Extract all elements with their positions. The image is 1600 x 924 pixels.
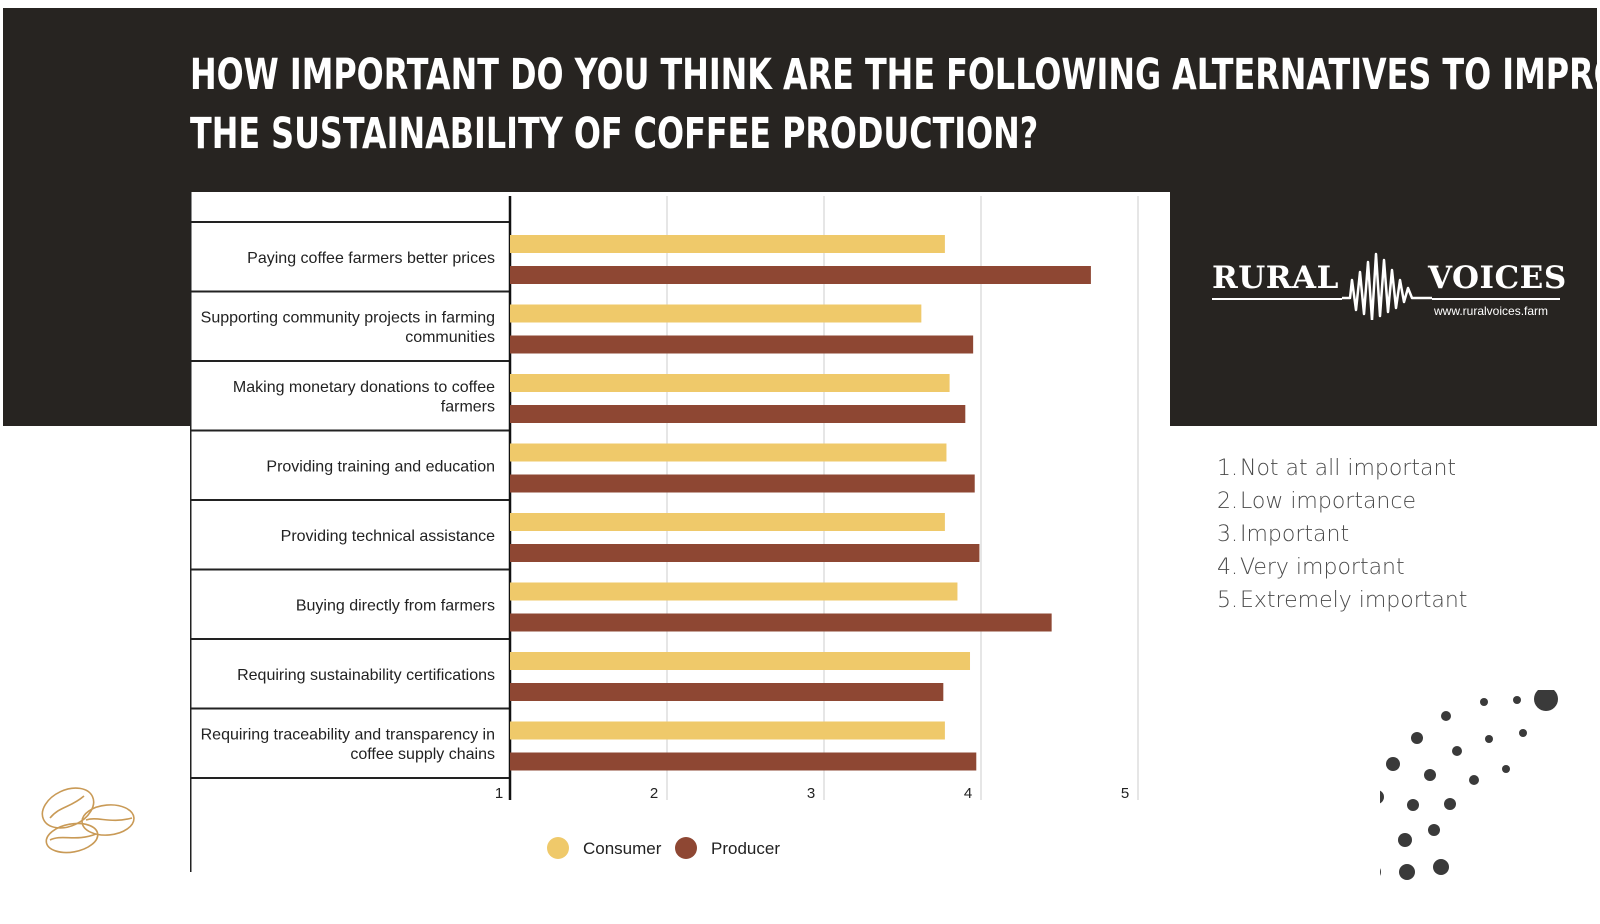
scale-item: 1.Not at all important xyxy=(1217,456,1457,481)
legend-label-consumer: Consumer xyxy=(583,839,662,858)
bar-consumer xyxy=(510,513,945,531)
category-label: Paying coffee farmers better prices xyxy=(247,250,495,267)
x-tick-label: 1 xyxy=(495,785,503,802)
bar-producer xyxy=(510,752,977,771)
logo-url: www.ruralvoices.farm xyxy=(1434,304,1549,318)
bar-consumer xyxy=(510,652,971,670)
scale-item: 4.Very important xyxy=(1217,555,1405,580)
bar-consumer xyxy=(510,582,958,601)
x-tick-label: 4 xyxy=(964,785,972,802)
x-tick-label: 2 xyxy=(650,785,658,802)
title-line-2: THE SUSTAINABILITY OF COFFEE PRODUCTION? xyxy=(190,109,1039,159)
scale-item: 5.Extremely important xyxy=(1217,588,1468,613)
category-label: Buying directly from farmers xyxy=(296,597,495,614)
category-label: Supporting community projects in farming xyxy=(201,310,495,327)
bar-producer xyxy=(510,613,1052,632)
bar-producer xyxy=(510,266,1091,284)
bar-consumer xyxy=(510,443,947,462)
x-tick-label: 5 xyxy=(1121,785,1129,802)
bar-producer xyxy=(510,405,966,423)
bar-consumer xyxy=(510,721,945,740)
category-label: coffee supply chains xyxy=(350,746,495,763)
bar-chart: Paying coffee farmers better prices Suppo… xyxy=(190,192,1170,892)
chart-canvas: Paying coffee farmers better prices Suppo… xyxy=(190,192,1139,872)
logo-word-voices: VOICES xyxy=(1428,260,1567,296)
bar-producer xyxy=(510,335,974,354)
scale-item: 2.Low importance xyxy=(1217,489,1417,514)
category-label: communities xyxy=(405,329,495,346)
importance-scale-legend: 1.Not at all important 2.Low importance … xyxy=(1212,452,1467,617)
logo-underline-right xyxy=(1432,298,1560,300)
logo-word-rural: RURAL xyxy=(1212,260,1339,296)
decorative-dots xyxy=(1380,690,1558,880)
legend-swatch-consumer xyxy=(547,837,569,859)
x-tick-label: 3 xyxy=(807,785,815,802)
sound-wave-icon xyxy=(1342,252,1432,320)
logo-underline-left xyxy=(1212,298,1342,300)
category-label: Providing technical assistance xyxy=(281,528,495,545)
bar-producer xyxy=(510,544,980,562)
legend-label-producer: Producer xyxy=(711,839,780,858)
bar-producer xyxy=(510,474,975,493)
coffee-beans-icon xyxy=(41,787,135,854)
bar-producer xyxy=(510,683,944,701)
rural-voices-logo: RURAL VOICES www.ruralvoices.farm xyxy=(1212,250,1566,330)
bar-consumer xyxy=(510,304,922,323)
category-label: Providing training and education xyxy=(266,458,495,475)
scale-item: 3.Important xyxy=(1217,522,1350,547)
category-label: Making monetary donations to coffee xyxy=(233,379,495,396)
bar-consumer xyxy=(510,235,945,253)
category-label: Requiring traceability and transparency … xyxy=(201,727,495,744)
title-line-1: HOW IMPORTANT DO YOU THINK ARE THE FOLLO… xyxy=(190,50,1600,100)
category-label: farmers xyxy=(441,399,495,416)
legend-swatch-producer xyxy=(675,837,697,859)
bar-consumer xyxy=(510,374,950,392)
category-label: Requiring sustainability certifications xyxy=(237,667,495,684)
page-title: HOW IMPORTANT DO YOU THINK ARE THE FOLLO… xyxy=(190,46,1600,164)
